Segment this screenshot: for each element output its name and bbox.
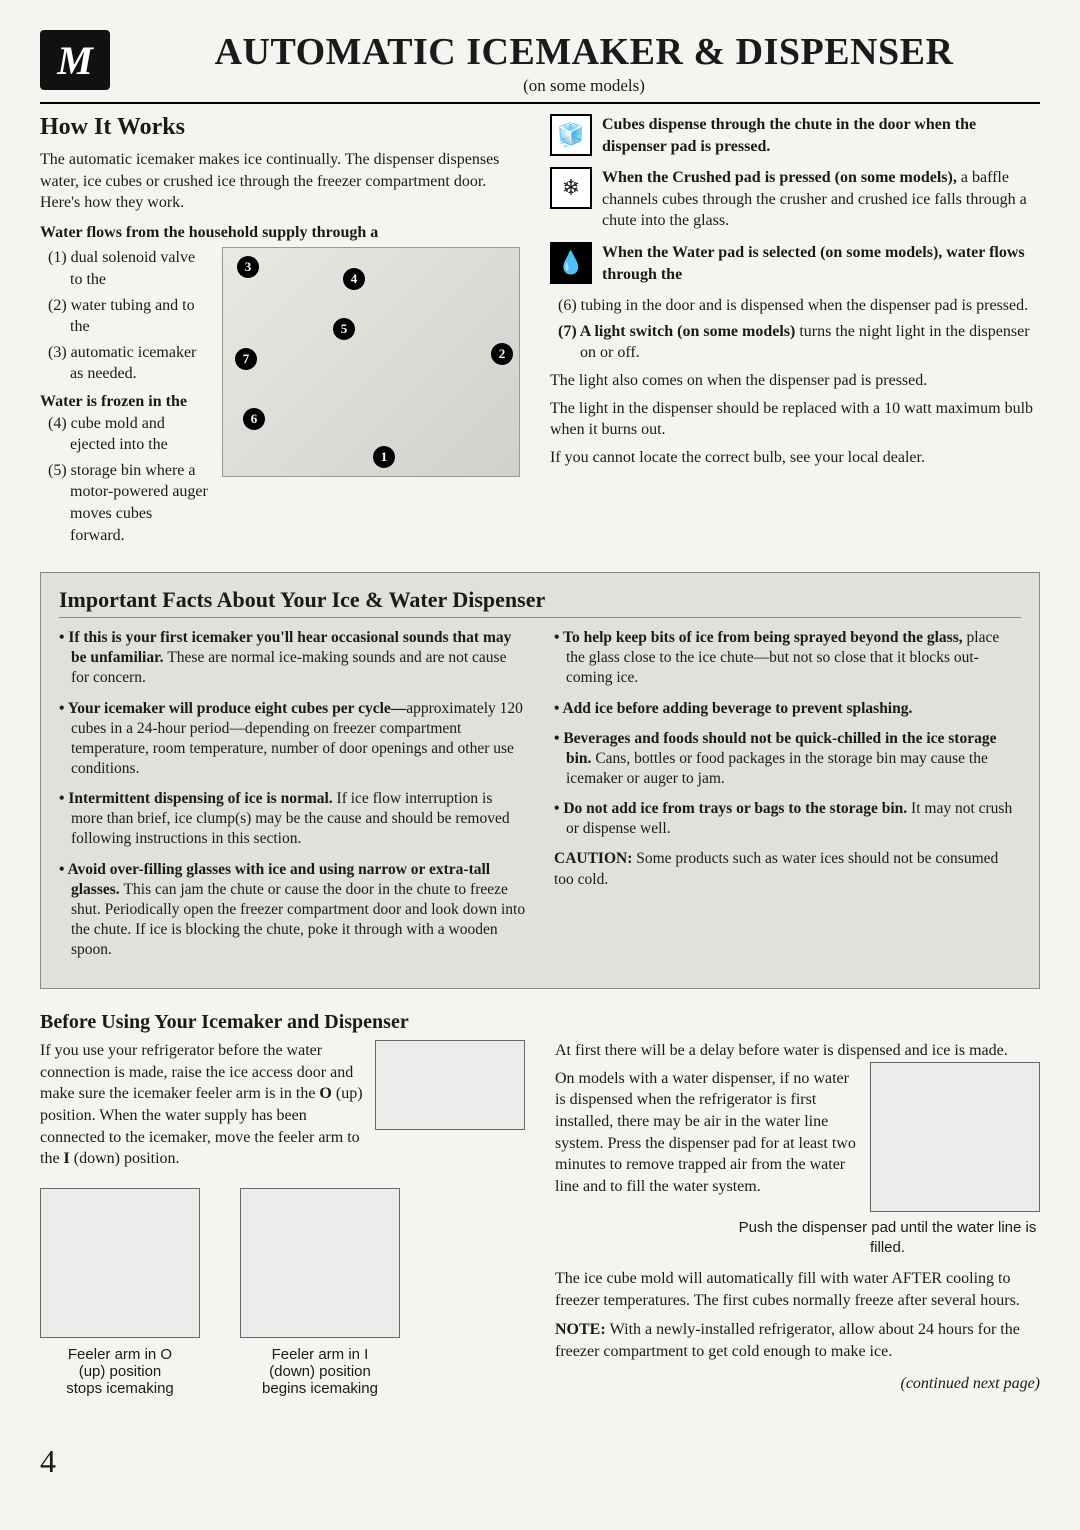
- icemaker-diagram: 3 4 5 2 7 6 1: [222, 247, 520, 477]
- how-item-2: (2) water tubing and to the: [48, 295, 210, 338]
- feeler-up-illustration: Feeler arm in O (up) position stops icem…: [40, 1188, 200, 1397]
- header-rule: [40, 102, 1040, 104]
- how-left-list-2: (4) cube mold and ejected into the (5) s…: [40, 413, 210, 547]
- page-subtitle: (on some models): [128, 76, 1040, 96]
- water-icon-row: 💧 When the Water pad is selected (on som…: [550, 242, 1040, 285]
- how-item-3: (3) automatic icemaker as needed.: [48, 342, 210, 385]
- brand-logo: M: [40, 30, 110, 90]
- facts-heading: Important Facts About Your Ice & Water D…: [59, 587, 1021, 618]
- page-header: M AUTOMATIC ICEMAKER & DISPENSER (on som…: [40, 30, 1040, 96]
- before-right-note: NOTE: With a newly-installed refrigerato…: [555, 1319, 1040, 1362]
- page-number: 4: [40, 1443, 56, 1480]
- how-item-5: (5) storage bin where a motor-powered au…: [48, 460, 210, 546]
- crushed-icon-row: ❄ When the Crushed pad is pressed (on so…: [550, 167, 1040, 232]
- how-item-6: (6) tubing in the door and is dispensed …: [558, 295, 1040, 317]
- diagram-dot-1: 1: [373, 446, 395, 468]
- cubes-icon-row: 🧊 Cubes dispense through the chute in th…: [550, 114, 1040, 157]
- diagram-dot-7: 7: [235, 348, 257, 370]
- how-heading: How It Works: [40, 114, 520, 141]
- diagram-dot-3: 3: [237, 256, 259, 278]
- water-text: When the Water pad is selected (on some …: [602, 244, 1025, 283]
- before-right-p1: At first there will be a delay before wa…: [555, 1040, 1040, 1062]
- cubes-text: Cubes dispense through the chute in the …: [602, 116, 976, 155]
- facts-right-2: Add ice before adding beverage to preven…: [554, 699, 1021, 719]
- light-para-2: The light in the dispenser should be rep…: [550, 398, 1040, 441]
- feeler-illustrations: Feeler arm in O (up) position stops icem…: [40, 1188, 525, 1397]
- before-right-p3: The ice cube mold will automatically fil…: [555, 1268, 1040, 1311]
- water-icon: 💧: [550, 242, 592, 284]
- how-intro: The automatic icemaker makes ice continu…: [40, 149, 520, 214]
- facts-right-4: Do not add ice from trays or bags to the…: [554, 799, 1021, 839]
- cubes-icon: 🧊: [550, 114, 592, 156]
- dispenser-illustration: [870, 1062, 1040, 1212]
- how-left-list: (1) dual solenoid valve to the (2) water…: [40, 247, 210, 385]
- before-using-section: Before Using Your Icemaker and Dispenser…: [40, 1011, 1040, 1397]
- how-it-works-section: How It Works The automatic icemaker make…: [40, 114, 1040, 550]
- facts-caution: CAUTION: Some products such as water ice…: [554, 849, 1021, 891]
- how-right-list: (6) tubing in the door and is dispensed …: [550, 295, 1040, 364]
- feeler-small-illustration: [375, 1040, 525, 1130]
- diagram-dot-2: 2: [491, 343, 513, 365]
- before-heading: Before Using Your Icemaker and Dispenser: [40, 1011, 1040, 1034]
- facts-left-4: Avoid over-filling glasses with ice and …: [59, 860, 526, 961]
- how-item-1: (1) dual solenoid valve to the: [48, 247, 210, 290]
- facts-left-list: If this is your first icemaker you'll he…: [59, 628, 526, 970]
- how-item-4: (4) cube mold and ejected into the: [48, 413, 210, 456]
- facts-left-3: Intermittent dispensing of ice is normal…: [59, 789, 526, 849]
- facts-left-1: If this is your first icemaker you'll he…: [59, 628, 526, 688]
- flows-heading: Water flows from the household supply th…: [40, 222, 520, 244]
- diagram-dot-5: 5: [333, 318, 355, 340]
- light-para-3: If you cannot locate the correct bulb, s…: [550, 447, 1040, 469]
- light-para-1: The light also comes on when the dispens…: [550, 370, 1040, 392]
- crushed-text: When the Crushed pad is pressed (on some…: [602, 167, 1040, 232]
- continued-label: (continued next page): [555, 1373, 1040, 1395]
- facts-right-1: To help keep bits of ice from being spra…: [554, 628, 1021, 688]
- feeler-down-illustration: Feeler arm in I (down) position begins i…: [240, 1188, 400, 1397]
- frozen-heading: Water is frozen in the: [40, 391, 210, 413]
- title-block: AUTOMATIC ICEMAKER & DISPENSER (on some …: [128, 30, 1040, 96]
- facts-right-list: To help keep bits of ice from being spra…: [554, 628, 1021, 970]
- page-title: AUTOMATIC ICEMAKER & DISPENSER: [128, 30, 1040, 74]
- diagram-dot-6: 6: [243, 408, 265, 430]
- crushed-icon: ❄: [550, 167, 592, 209]
- facts-right-3: Beverages and foods should not be quick-…: [554, 729, 1021, 789]
- dispenser-caption: Push the dispenser pad until the water l…: [735, 1218, 1040, 1259]
- diagram-dot-4: 4: [343, 268, 365, 290]
- facts-left-2: Your icemaker will produce eight cubes p…: [59, 699, 526, 780]
- important-facts-box: Important Facts About Your Ice & Water D…: [40, 572, 1040, 989]
- how-item-7: (7) A light switch (on some models) turn…: [558, 321, 1040, 364]
